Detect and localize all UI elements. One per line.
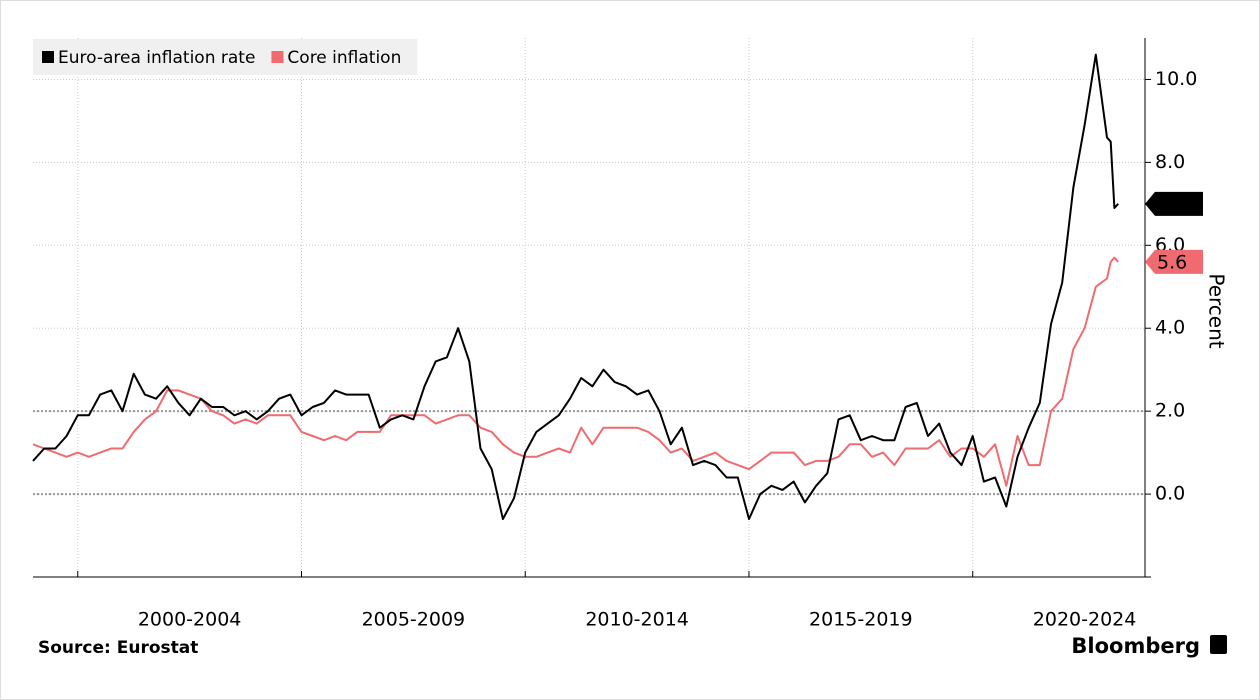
y-tick-label: 8.0 [1155, 151, 1185, 173]
end-badge [1145, 249, 1203, 274]
y-tick-label: 10.0 [1155, 68, 1197, 90]
y-tick-label: 2.0 [1155, 400, 1185, 422]
line-series [32, 256, 1119, 487]
end-label: 7.0 [1157, 193, 1187, 215]
legend-bg [33, 39, 418, 75]
source: Source: Eurostat [38, 638, 198, 658]
y-axis-label: Percent [1205, 273, 1229, 348]
brand: Bloomberg [1071, 634, 1200, 658]
legend-swatch [42, 51, 54, 63]
y-tick-label: 0.0 [1155, 483, 1185, 505]
x-tick-label: 2015-2019 [809, 609, 913, 631]
legend-swatch [271, 51, 284, 63]
y-tick-label: 4.0 [1155, 317, 1185, 339]
end-label: 5.6 [1157, 251, 1187, 273]
line-series [32, 53, 1119, 520]
brand-icon [1210, 635, 1227, 654]
end-badge [1145, 191, 1203, 216]
legend-label: Euro-area inflation rate [58, 48, 255, 68]
x-tick-label: 2000-2004 [138, 609, 242, 631]
x-tick-label: 2020-2024 [1033, 609, 1137, 631]
legend: Euro-area inflation rate Core inflation [33, 39, 418, 75]
x-tick-label: 2010-2014 [585, 609, 689, 631]
legend-label: Core inflation [287, 48, 401, 68]
x-tick-label: 2005-2009 [362, 609, 466, 631]
